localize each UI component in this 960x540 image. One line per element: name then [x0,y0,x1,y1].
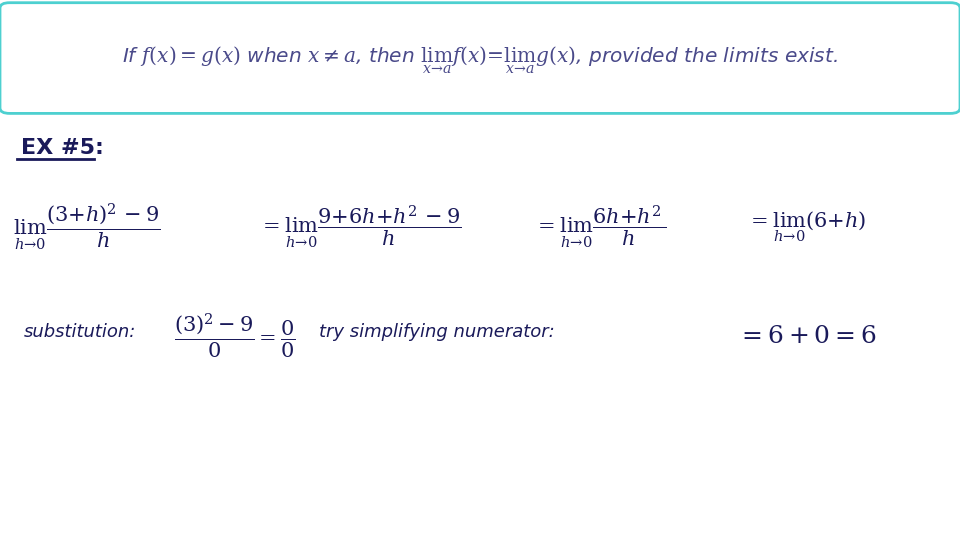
FancyBboxPatch shape [0,3,960,113]
Text: $= \lim_{h \to 0} (6 + h)$: $= \lim_{h \to 0} (6 + h)$ [747,210,866,244]
Text: $= 6 + 0 = 6$: $= 6 + 0 = 6$ [736,324,876,348]
Text: try simplifying numerator:: try simplifying numerator: [319,323,555,341]
Text: substitution:: substitution: [23,323,136,341]
Text: $\dfrac{(3)^2 - 9}{0} = \dfrac{0}{0}$: $\dfrac{(3)^2 - 9}{0} = \dfrac{0}{0}$ [175,312,296,360]
Text: If $f(x) = g(x)$ when $x \neq a$, then $\lim_{x \to a} f(x) = \lim_{x \to a} g(x: If $f(x) = g(x)$ when $x \neq a$, then $… [122,45,838,76]
Text: $\lim_{h \to 0} \dfrac{(3+h)^2 - 9}{h}$: $\lim_{h \to 0} \dfrac{(3+h)^2 - 9}{h}$ [12,201,160,252]
Text: $= \lim_{h \to 0} \dfrac{9 + 6h + h^2 - 9}{h}$: $= \lim_{h \to 0} \dfrac{9 + 6h + h^2 - … [259,204,461,250]
Text: $= \lim_{h \to 0} \dfrac{6h + h^2}{h}$: $= \lim_{h \to 0} \dfrac{6h + h^2}{h}$ [534,204,666,250]
Text: EX #5:: EX #5: [21,138,104,159]
